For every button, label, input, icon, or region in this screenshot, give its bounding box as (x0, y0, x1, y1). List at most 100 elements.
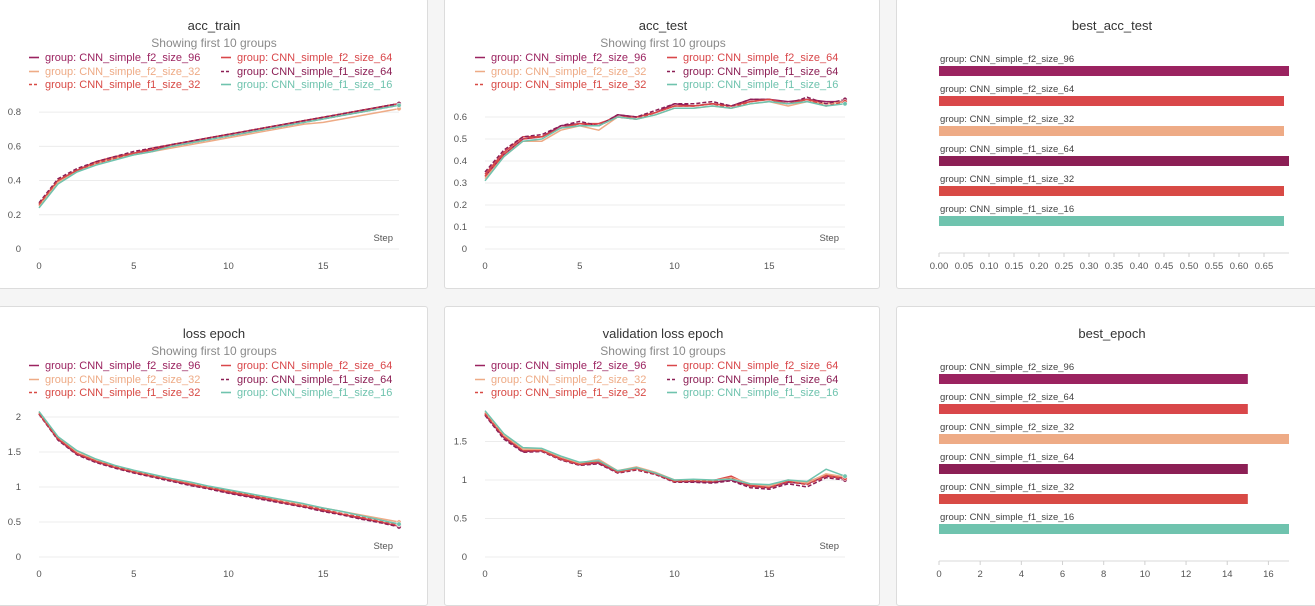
y-tick-label: 0.2 (454, 200, 467, 211)
legend-label-f2_96: group: CNN_simple_f2_size_96 (491, 52, 646, 64)
y-tick-label: 0.5 (454, 514, 467, 525)
x-tick-label: 15 (318, 261, 329, 272)
chart-loss-epoch: loss epoch Showing first 10 groups group: … (8, 326, 402, 580)
y-tick-label: 0.8 (8, 107, 21, 118)
x-tick-label: 0.55 (1205, 261, 1224, 272)
x-tick-label: 0.10 (980, 261, 999, 272)
legend-label-f2_96: group: CNN_simple_f2_size_96 (491, 360, 646, 372)
series-line-f2_96 (38, 413, 400, 527)
x-tick-label: 0 (482, 569, 487, 580)
x-axis-step-label: Step (819, 541, 839, 552)
x-tick-label: 12 (1181, 569, 1192, 580)
chart-title: best_epoch (1078, 326, 1145, 341)
x-tick-label: 0.40 (1130, 261, 1149, 272)
y-tick-label: 0 (462, 244, 467, 255)
chart-acc-test: acc_test Showing first 10 groups group: CN… (454, 18, 848, 272)
chart-subtitle: Showing first 10 groups (600, 344, 725, 358)
x-tick-label: 10 (669, 569, 680, 580)
y-tick-label: 0.5 (454, 134, 467, 145)
chart-subtitle: Showing first 10 groups (600, 36, 725, 50)
panel-loss-epoch[interactable]: loss epoch Showing first 10 groups group: … (0, 306, 428, 606)
legend-label-f1_16: group: CNN_simple_f1_size_16 (237, 79, 392, 91)
x-tick-label: 0.60 (1230, 261, 1249, 272)
series-endpoint-f1_16 (842, 473, 848, 479)
series-line-f1_16 (484, 410, 846, 486)
x-tick-label: 0 (936, 569, 941, 580)
panel-best-epoch[interactable]: best_epoch group: CNN_simple_f2_size_96 gr… (896, 306, 1315, 606)
bar-label-f2_64: group: CNN_simple_f2_size_64 (940, 392, 1074, 403)
legend-label-f1_64: group: CNN_simple_f1_size_64 (683, 374, 838, 386)
y-tick-label: 0.5 (8, 517, 21, 528)
bar-f2_32 (939, 434, 1289, 444)
legend-label-f2_64: group: CNN_simple_f2_size_64 (683, 360, 838, 372)
legend-label-f1_32: group: CNN_simple_f1_size_32 (45, 387, 200, 399)
x-tick-label: 10 (223, 261, 234, 272)
x-tick-label: 0.05 (955, 261, 974, 272)
series-line-f1_64 (38, 102, 400, 204)
legend-label-f2_32: group: CNN_simple_f2_size_32 (491, 374, 646, 386)
legend-label-f1_16: group: CNN_simple_f1_size_16 (683, 79, 838, 91)
y-tick-label: 0.6 (454, 112, 467, 123)
bar-f2_96 (939, 66, 1289, 76)
series-line-f2_32 (38, 107, 400, 207)
chart-validation-loss-epoch: validation loss epoch Showing first 10 gr… (454, 326, 848, 580)
y-tick-label: 0 (16, 244, 21, 255)
x-tick-label: 0.15 (1005, 261, 1024, 272)
chart-title: best_acc_test (1072, 18, 1153, 33)
series-line-f1_64 (484, 414, 846, 490)
chart-title: validation loss epoch (603, 326, 724, 341)
x-tick-label: 10 (669, 261, 680, 272)
x-tick-label: 15 (764, 261, 775, 272)
bar-label-f2_64: group: CNN_simple_f2_size_64 (940, 84, 1074, 95)
legend-label-f2_96: group: CNN_simple_f2_size_96 (45, 52, 200, 64)
panel-validation-loss-epoch[interactable]: validation loss epoch Showing first 10 gr… (444, 306, 880, 606)
bar-f2_64 (939, 404, 1248, 414)
y-tick-label: 2 (16, 412, 21, 423)
panel-acc-train[interactable]: acc_train Showing first 10 groups group: C… (0, 0, 428, 289)
y-tick-label: 0.4 (8, 176, 21, 187)
y-tick-label: 1.5 (454, 437, 467, 448)
x-tick-label: 0.45 (1155, 261, 1174, 272)
x-tick-label: 0.25 (1055, 261, 1074, 272)
bar-f1_16 (939, 524, 1289, 534)
series-endpoint-f1_16 (396, 102, 402, 108)
bar-label-f2_32: group: CNN_simple_f2_size_32 (940, 114, 1074, 125)
chart-acc-train: acc_train Showing first 10 groups group: C… (8, 18, 402, 272)
x-tick-label: 0.20 (1030, 261, 1049, 272)
y-tick-label: 0 (462, 552, 467, 563)
y-tick-label: 0 (16, 552, 21, 563)
bar-label-f1_32: group: CNN_simple_f1_size_32 (940, 482, 1074, 493)
panel-best-acc-test[interactable]: best_acc_test group: CNN_simple_f2_size_9… (896, 0, 1315, 289)
legend-label-f1_16: group: CNN_simple_f1_size_16 (683, 387, 838, 399)
legend-label-f1_32: group: CNN_simple_f1_size_32 (45, 79, 200, 91)
x-tick-label: 6 (1060, 569, 1065, 580)
bar-f2_96 (939, 374, 1248, 384)
chart-subtitle: Showing first 10 groups (151, 344, 276, 358)
y-tick-label: 1 (16, 482, 21, 493)
legend-label-f1_32: group: CNN_simple_f1_size_32 (491, 79, 646, 91)
panel-acc-test[interactable]: acc_test Showing first 10 groups group: CN… (444, 0, 880, 289)
bar-label-f2_96: group: CNN_simple_f2_size_96 (940, 54, 1074, 65)
series-line-f2_32 (38, 411, 400, 523)
bar-label-f1_32: group: CNN_simple_f1_size_32 (940, 174, 1074, 185)
x-axis-step-label: Step (373, 233, 393, 244)
x-axis-step-label: Step (373, 541, 393, 552)
legend-label-f2_32: group: CNN_simple_f2_size_32 (491, 66, 646, 78)
y-tick-label: 0.6 (8, 141, 21, 152)
chart-subtitle: Showing first 10 groups (151, 36, 276, 50)
x-tick-label: 0.35 (1105, 261, 1124, 272)
series-line-f1_16 (484, 100, 846, 182)
legend-label-f2_64: group: CNN_simple_f2_size_64 (683, 52, 838, 64)
legend: group: CNN_simple_f2_size_96 group: CNN_s… (475, 52, 838, 91)
y-tick-label: 0.1 (454, 222, 467, 233)
bar-f2_32 (939, 126, 1284, 136)
bar-f1_64 (939, 156, 1289, 166)
y-tick-label: 0.3 (454, 178, 467, 189)
x-tick-label: 0.30 (1080, 261, 1099, 272)
legend-label-f2_32: group: CNN_simple_f2_size_32 (45, 66, 200, 78)
chart-title: acc_test (639, 18, 688, 33)
y-tick-label: 1.5 (8, 447, 21, 458)
legend-label-f1_32: group: CNN_simple_f1_size_32 (491, 387, 646, 399)
y-tick-label: 0.4 (454, 156, 467, 167)
bar-label-f2_32: group: CNN_simple_f2_size_32 (940, 422, 1074, 433)
